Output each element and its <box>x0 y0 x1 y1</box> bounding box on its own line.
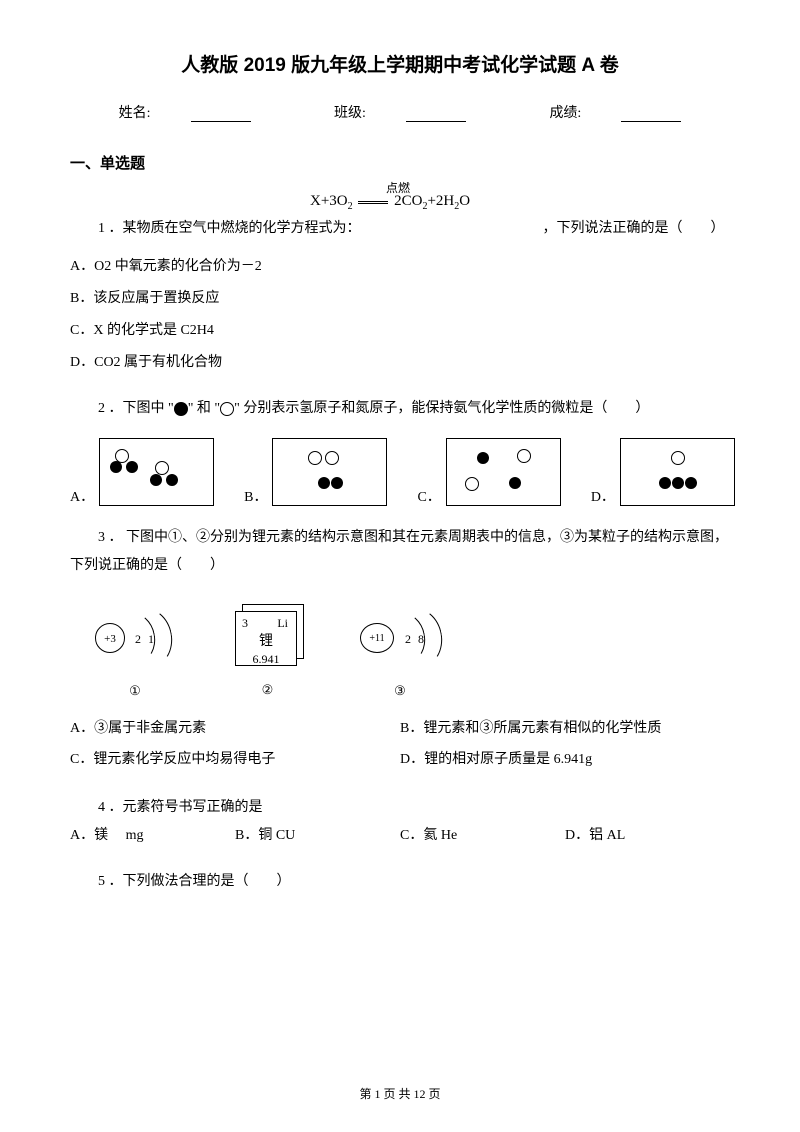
question-3: 3 ． 下图中①、②分别为锂元素的结构示意图和其在元素周期表中的信息，③为某粒子… <box>70 524 730 776</box>
class-label: 班级: <box>314 106 486 121</box>
q5-stem: 5 ．下列做法合理的是（ ） <box>70 868 730 896</box>
q4-option-b: B．铜 CU <box>235 822 400 850</box>
q2-diagram-a <box>99 438 214 506</box>
q1-stem-post: ，下列说法正确的是（ ） <box>543 221 725 236</box>
q1-stem-pre: 1 ．某物质在空气中燃烧的化学方程式为： <box>98 221 361 236</box>
q1-option-c: C．X 的化学式是 C2H4 <box>70 317 730 345</box>
question-2: 2 ．下图中 "" 和 "" 分别表示氢原子和氮原子，能保持氨气化学性质的微粒是… <box>70 395 730 506</box>
q4-stem: 4 ．元素符号书写正确的是 <box>70 794 730 822</box>
q2-label-b: B． <box>244 486 267 506</box>
q3-diagram-2: 3Li 锂 6.941 ② <box>230 606 305 698</box>
circle-icon <box>220 402 234 416</box>
info-row: 姓名: 班级: 成绩: <box>70 102 730 122</box>
q1-option-d: D．CO2 属于有机化合物 <box>70 349 730 377</box>
name-label: 姓名: <box>99 106 271 121</box>
equation: 点燃 X+3O2 2CO2+2H2O <box>310 193 470 212</box>
section-heading: 一、单选题 <box>70 152 730 173</box>
q1-option-a: A．O2 中氧元素的化合价为－2 <box>70 253 730 281</box>
q2-label-a: A． <box>70 486 94 506</box>
q2-label-c: C． <box>417 486 440 506</box>
question-4: 4 ．元素符号书写正确的是 A．镁 mg B．铜 CU C．氦 He D．铝 A… <box>70 794 730 850</box>
q2-diagram-c <box>446 438 561 506</box>
question-5: 5 ．下列做法合理的是（ ） <box>70 868 730 896</box>
q3-option-c: C．锂元素化学反应中均易得电子 <box>70 745 400 776</box>
q2-diagram-b <box>272 438 387 506</box>
score-label: 成绩: <box>529 106 701 121</box>
q4-option-d: D．铝 AL <box>565 822 730 850</box>
q3-option-a: A．③属于非金属元素 <box>70 714 400 745</box>
question-1: 点燃 X+3O2 2CO2+2H2O 1 ．某物质在空气中燃烧的化学方程式为： … <box>70 193 730 377</box>
page-footer: 第 1 页 共 12 页 <box>0 1085 800 1102</box>
q2-diagram-d <box>620 438 735 506</box>
q4-option-c: C．氦 He <box>400 822 565 850</box>
q3-option-b: B．锂元素和③所属元素有相似的化学性质 <box>400 714 730 745</box>
page-title: 人教版 2019 版九年级上学期期中考试化学试题 A 卷 <box>70 50 730 77</box>
q3-option-d: D．锂的相对原子质量是 6.941g <box>400 745 730 776</box>
q2-label-d: D． <box>591 486 615 506</box>
q3-stem: 3 ． 下图中①、②分别为锂元素的结构示意图和其在元素周期表中的信息，③为某粒子… <box>70 524 730 580</box>
q2-stem: 2 ．下图中 " <box>98 401 174 416</box>
black-dot-icon <box>174 402 188 416</box>
q4-option-a: A．镁 mg <box>70 822 235 850</box>
q3-diagram-3: +11 2 8 ③ <box>355 605 445 699</box>
q3-diagram-1: +3 2 1 ① <box>90 605 180 699</box>
q1-option-b: B．该反应属于置换反应 <box>70 285 730 313</box>
